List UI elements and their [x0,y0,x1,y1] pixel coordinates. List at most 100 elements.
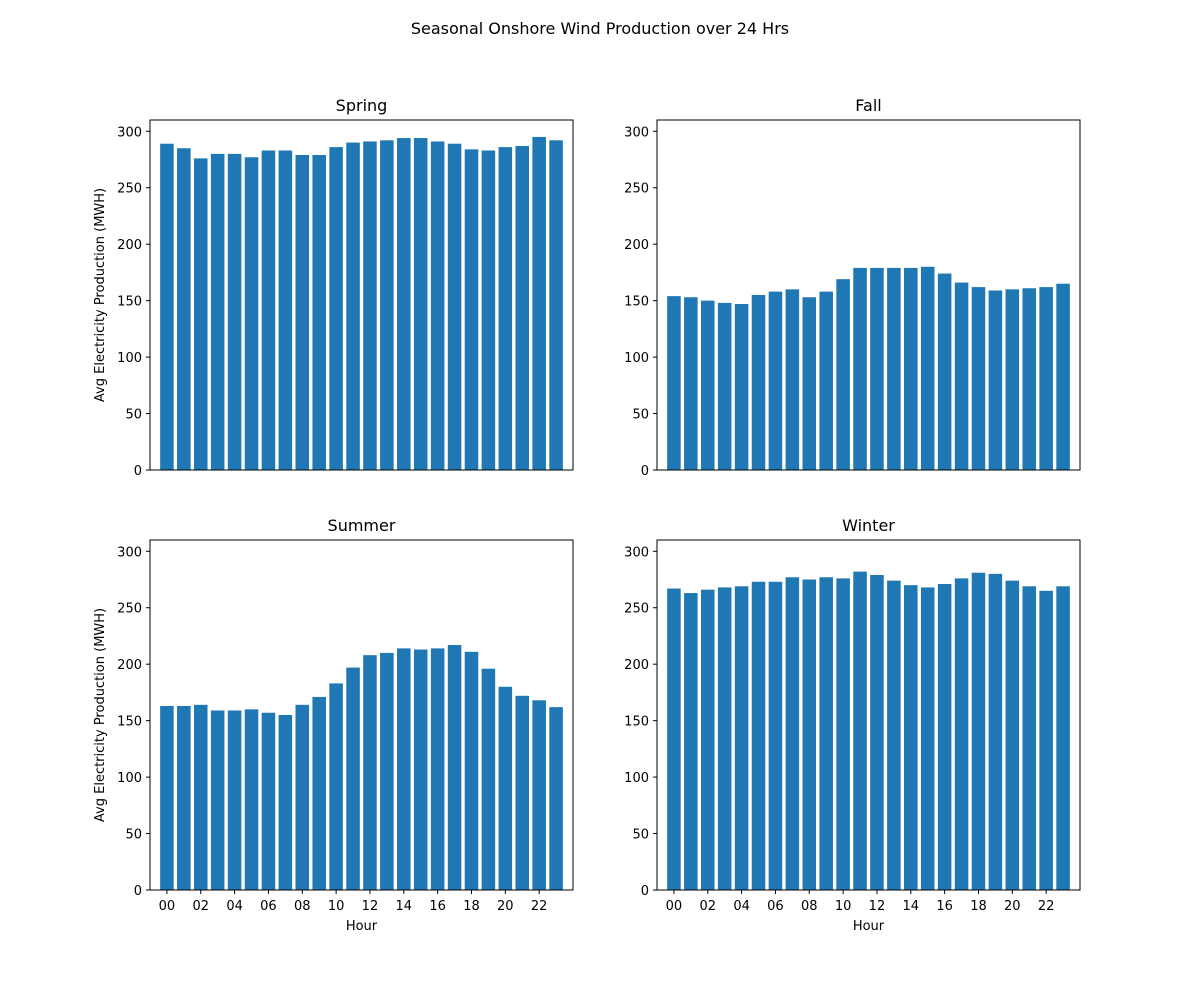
x-tick-label: 14 [903,899,920,914]
bar-summer-08 [295,704,310,890]
x-tick-label: 02 [699,899,716,914]
y-tick-label: 150 [117,295,142,310]
bar-spring-19 [481,150,496,471]
bar-winter-10 [836,578,850,890]
x-tick-label: 16 [936,899,953,914]
axes-frame [656,119,1081,471]
bar-fall-16 [937,273,952,470]
y-tick-label: 100 [117,771,142,786]
x-tick-label: 22 [531,899,548,914]
bar-fall-00 [667,296,681,470]
y-tick-label: 0 [641,884,649,899]
x-tick-label: 14 [396,899,413,914]
bar-fall-18 [971,287,986,470]
bar-summer-00 [160,705,174,890]
bar-summer-10 [329,683,343,890]
x-tick-label: 02 [192,899,209,914]
bar-summer-09 [312,696,326,890]
x-tick-label: 08 [801,899,818,914]
x-tick-label: 10 [835,899,852,914]
x-tick-label: 08 [294,899,311,914]
bar-summer-01 [177,705,191,890]
bar-spring-14 [397,138,411,470]
x-tick-label: 18 [970,899,987,914]
bar-summer-12 [363,655,377,890]
bar-spring-20 [498,147,513,470]
bar-summer-22 [532,700,546,890]
bar-fall-02 [700,300,715,470]
bar-summer-17 [447,645,462,890]
bar-fall-08 [802,297,817,470]
bar-spring-21 [515,145,530,470]
bar-winter-14 [904,585,918,890]
x-tick-label: 04 [226,899,243,914]
bar-summer-21 [515,695,530,890]
bar-summer-13 [380,652,394,890]
bar-winter-09 [819,577,833,890]
bar-fall-23 [1056,283,1070,470]
bar-spring-18 [464,149,479,470]
bar-winter-02 [700,589,715,890]
bar-spring-06 [261,150,276,471]
bar-summer-02 [193,704,208,890]
bar-winter-22 [1039,590,1053,890]
y-tick-label: 50 [125,408,142,423]
subplot-title: Summer [328,516,396,535]
bar-winter-15 [920,587,935,890]
x-tick-label: 20 [497,899,514,914]
bar-summer-04 [227,710,242,890]
y-tick-label: 0 [134,884,142,899]
x-tick-label: 22 [1038,899,1055,914]
subplot-spring: 0 50 100 150 200 250 300 Spring Avg Electricity … [93,96,574,479]
y-tick-label: 100 [624,771,649,786]
x-tick-label: 18 [463,899,480,914]
bar-spring-08 [295,155,310,470]
bar-winter-12 [870,575,884,890]
bar-spring-11 [346,142,360,470]
y-tick-label: 150 [117,715,142,730]
bar-spring-23 [549,140,563,470]
bar-winter-01 [684,593,698,890]
x-tick-label: 06 [767,899,784,914]
subplot-fall: 0 50 100 150 200 250 300 Fall [624,96,1081,479]
bar-spring-22 [532,136,546,470]
y-tick-label: 250 [117,182,142,197]
y-tick-label: 300 [624,125,649,140]
bar-spring-00 [160,143,174,470]
subplot-title: Winter [842,516,895,535]
bar-winter-07 [785,577,800,890]
y-tick-label: 300 [117,545,142,560]
y-tick-label: 100 [624,351,649,366]
figure-title: Seasonal Onshore Wind Production over 24… [411,19,789,38]
bar-fall-05 [751,295,766,470]
bar-spring-02 [193,158,208,470]
bar-fall-07 [785,289,800,470]
bar-spring-01 [177,148,191,471]
bar-winter-05 [751,581,766,890]
y-tick-label: 0 [641,464,649,479]
bar-winter-20 [1005,580,1020,890]
y-tick-label: 150 [624,715,649,730]
axes-frame [149,119,574,471]
axes-frame [656,539,1081,891]
bar-summer-06 [261,712,276,890]
y-axis-label: Avg Electricity Production (MWH) [93,188,108,402]
bar-summer-23 [549,707,563,890]
bar-winter-21 [1022,586,1037,890]
x-tick-label: 20 [1004,899,1021,914]
bar-winter-06 [768,581,783,890]
bar-spring-03 [210,153,225,470]
y-axis-label: Avg Electricity Production (MWH) [93,608,108,822]
x-axis-label: Hour [346,919,378,934]
bar-winter-19 [988,573,1003,890]
bar-summer-16 [430,648,445,890]
bar-winter-04 [734,586,749,890]
bar-winter-16 [937,584,952,890]
subplot-title: Spring [336,96,388,115]
x-tick-label: 00 [666,899,683,914]
subplot-winter: 0 50 100 150 200 250 300 00 02 04 06 08 10 12 14 16 18 20… [624,516,1081,934]
y-tick-label: 150 [624,295,649,310]
x-tick-label: 06 [260,899,277,914]
x-tick-label: 04 [733,899,750,914]
